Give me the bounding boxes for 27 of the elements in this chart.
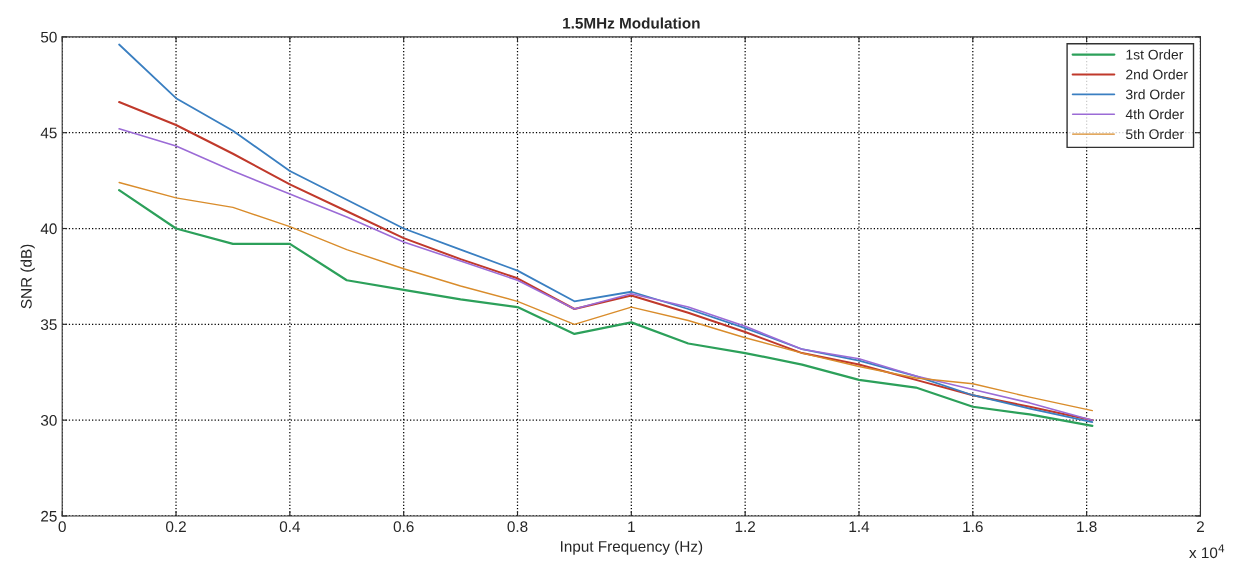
x-tick-label: 0.6 [393,521,414,533]
x-tick-label: 1.6 [963,521,983,533]
x-tick-label: 1.2 [735,521,756,532]
x-tick-label: 0 [58,521,66,533]
x-tick-label: 0.2 [166,521,186,533]
x-axis-title: Input Frequency (Hz) [561,540,703,555]
x-tick-label: 2 [1196,521,1204,532]
x-tick-label: 0.4 [279,521,301,533]
chart-title: 1.5MHz Modulation [563,17,700,29]
legend-label: 1st Order [1126,49,1184,60]
legend-label: 5th Order [1125,128,1184,140]
y-tick-label: 40 [40,223,57,235]
x-tick-label: 0.8 [507,521,528,533]
y-tick-label: 30 [40,415,57,426]
legend-label: 3rd Order [1125,89,1185,100]
legend-label: 4th Order [1125,109,1184,120]
y-tick-label: 35 [40,319,57,331]
x-tick-label: 1.8 [1077,521,1097,533]
x-tick-label: 1 [628,521,635,532]
y-tick-label: 25 [41,510,57,522]
y-tick-label: 45 [40,127,57,139]
line-series [118,43,1094,423]
legend-label: 2nd Order [1126,69,1188,80]
x-tick-label: 1.4 [849,521,870,532]
y-tick-label: 50 [40,31,57,43]
text: x 10$^{4}$ [1189,544,1225,559]
y-axis-title: SNR (dB) [20,244,35,309]
